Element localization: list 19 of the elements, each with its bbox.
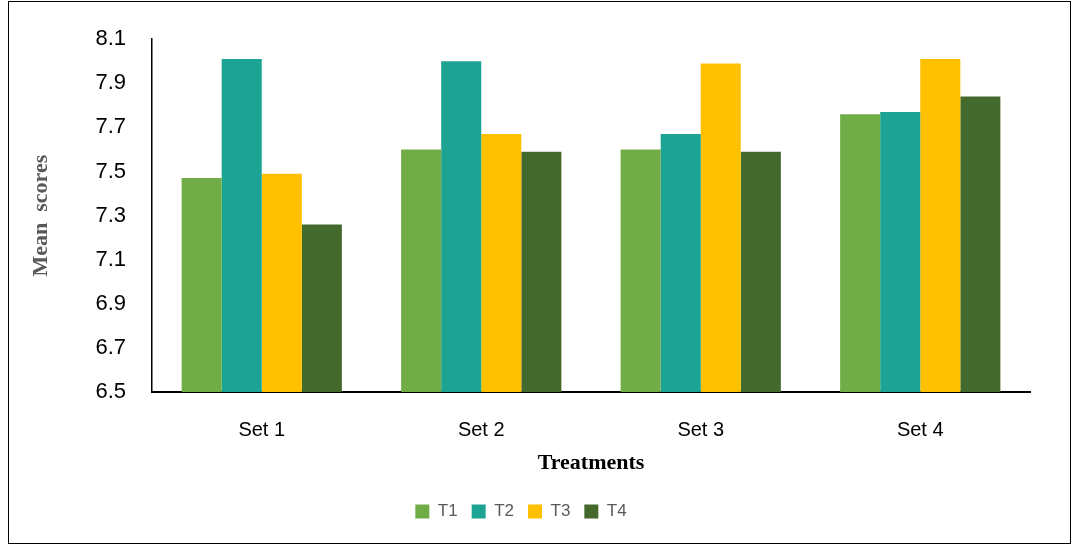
legend-label: T4	[606, 501, 627, 521]
x-tick-label: Set 4	[896, 417, 944, 440]
x-tick-label: Set 3	[677, 417, 725, 440]
x-axis-title: Treatments	[537, 449, 645, 475]
y-tick-label: 6.7	[95, 333, 126, 359]
legend-label: T3	[550, 501, 571, 521]
legend-label: T2	[494, 501, 514, 521]
y-tick-label: 8.1	[95, 25, 126, 51]
y-tick-label: 7.7	[95, 113, 126, 139]
y-tick-label: 6.5	[95, 378, 126, 404]
y-axis-title: Mean scores	[26, 154, 52, 277]
x-tick-label: Set 2	[457, 417, 505, 440]
legend-label: T1	[437, 501, 458, 521]
y-tick-label: 7.5	[95, 157, 126, 183]
y-tick-label: 7.3	[95, 201, 126, 227]
y-tick-label: 7.9	[95, 69, 126, 95]
y-tick-label: 6.9	[95, 289, 126, 315]
x-tick-label: Set 1	[238, 417, 286, 440]
y-tick-label: 7.1	[95, 245, 126, 271]
